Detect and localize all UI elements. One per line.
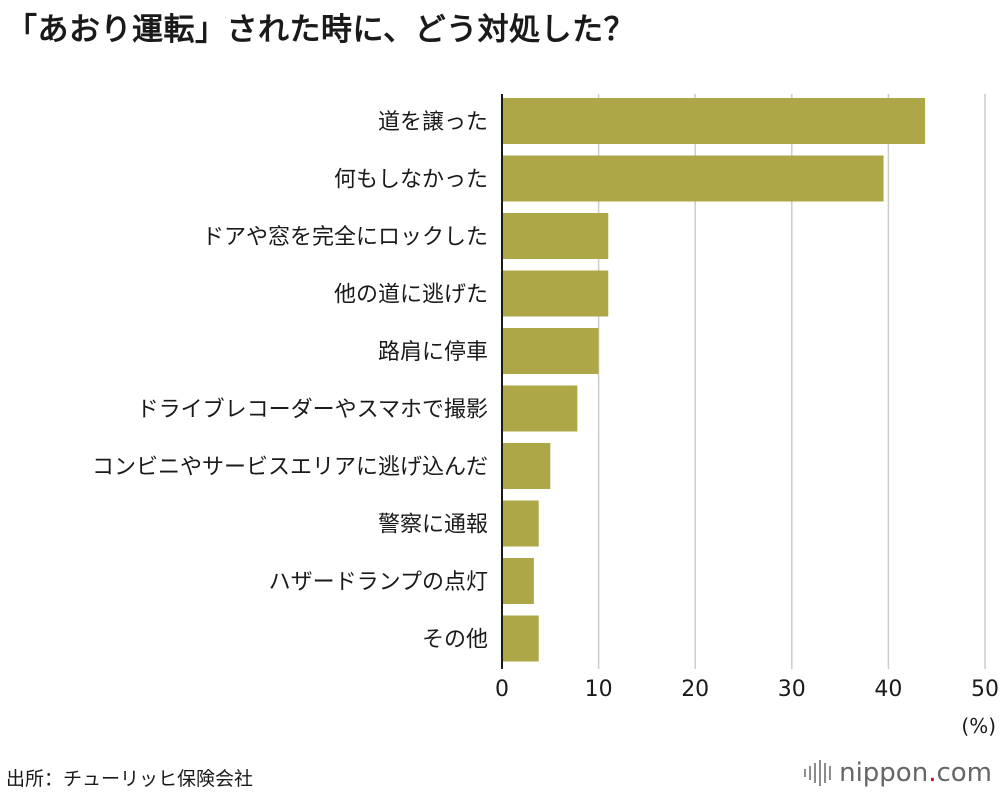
- x-tick-label: 50: [971, 677, 999, 702]
- x-tick-label: 40: [874, 677, 902, 702]
- category-label: 他の道に逃げた: [334, 283, 488, 308]
- bar: [502, 155, 884, 202]
- bar: [502, 213, 609, 259]
- source-note: 出所：チューリッヒ保険会社: [6, 768, 254, 790]
- bar: [502, 558, 534, 604]
- category-label: 路肩に停車: [378, 340, 488, 365]
- bar: [502, 98, 926, 144]
- bar: [502, 270, 609, 317]
- x-unit-label: (%): [961, 714, 996, 738]
- x-tick-label: 20: [681, 677, 709, 702]
- category-label: その他: [422, 628, 488, 653]
- bar: [502, 500, 539, 547]
- category-label: ドライブレコーダーやスマホで撮影: [137, 398, 488, 423]
- category-label: 警察に通報: [378, 513, 488, 538]
- signal-bars-icon: [804, 760, 832, 786]
- category-label: 道を譲った: [378, 110, 488, 135]
- category-label: ドアや窓を完全にロックした: [202, 225, 488, 250]
- bar: [502, 328, 599, 374]
- category-label: ハザードランプの点灯: [269, 570, 488, 595]
- brand-text: nippon.com: [839, 758, 992, 788]
- x-tick-label: 30: [778, 677, 806, 702]
- category-label: 何もしなかった: [334, 168, 488, 193]
- bar: [502, 385, 578, 432]
- bar: [502, 615, 539, 662]
- brand-logo: nippon.com: [804, 758, 992, 788]
- x-tick-label: 10: [585, 677, 613, 702]
- x-tick-label: 0: [495, 677, 509, 702]
- chart-title: 「あおり運転」された時に、どう対処した？: [6, 12, 636, 48]
- bar: [502, 443, 551, 489]
- category-label: コンビニやサービスエリアに逃げ込んだ: [92, 455, 488, 480]
